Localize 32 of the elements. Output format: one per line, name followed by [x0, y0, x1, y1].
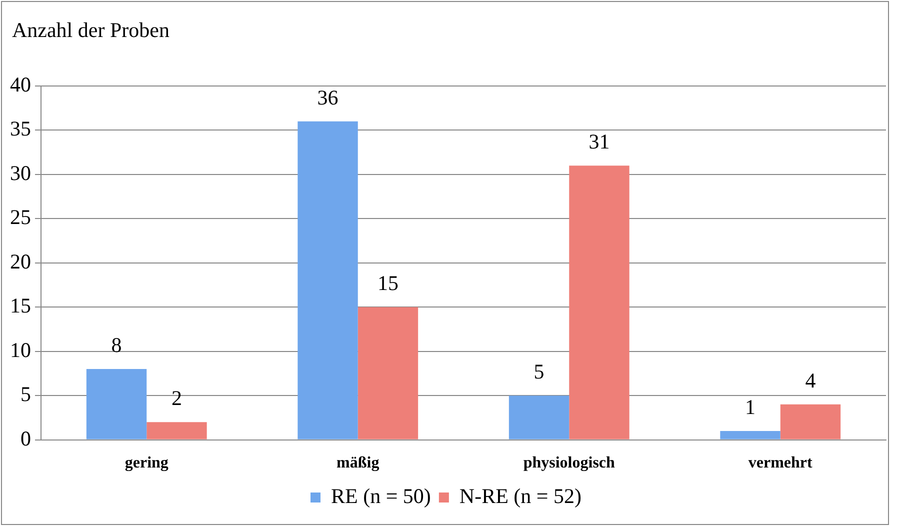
- y-tick-label: 5: [20, 382, 31, 406]
- data-label: 8: [111, 333, 122, 358]
- data-label: 4: [805, 368, 816, 392]
- data-label: 5: [534, 360, 544, 384]
- y-axis-title: Anzahl der Proben: [12, 17, 170, 44]
- x-tick-label: vermehrt: [748, 454, 814, 472]
- data-label: 2: [171, 386, 182, 410]
- bar: [508, 396, 570, 440]
- data-label: 15: [377, 271, 398, 296]
- x-tick-label: gering: [124, 454, 168, 472]
- y-tick-label: 10: [10, 338, 31, 362]
- x-tick-label: mäßig: [336, 454, 380, 472]
- bar: [146, 422, 207, 440]
- bar: [569, 166, 630, 440]
- y-tick-label: 20: [10, 249, 31, 274]
- y-tick-label: 40: [10, 72, 31, 97]
- legend-label: N-RE (n = 52): [459, 484, 582, 508]
- bar: [780, 404, 841, 440]
- y-tick-label: 25: [10, 205, 31, 230]
- legend-label: RE (n = 50): [331, 484, 431, 508]
- data-label: 31: [588, 130, 610, 154]
- bar: [298, 121, 358, 440]
- data-label: 36: [317, 85, 338, 110]
- y-tick-label: 0: [20, 426, 31, 450]
- bar: [86, 369, 147, 440]
- y-tick-label: 15: [10, 294, 31, 318]
- y-tick-label: 35: [10, 116, 31, 141]
- data-label: 1: [745, 394, 756, 419]
- x-tick-label: physiologisch: [523, 454, 616, 472]
- y-tick-label: 30: [10, 160, 31, 185]
- bar: [720, 430, 780, 440]
- bar: [358, 307, 418, 440]
